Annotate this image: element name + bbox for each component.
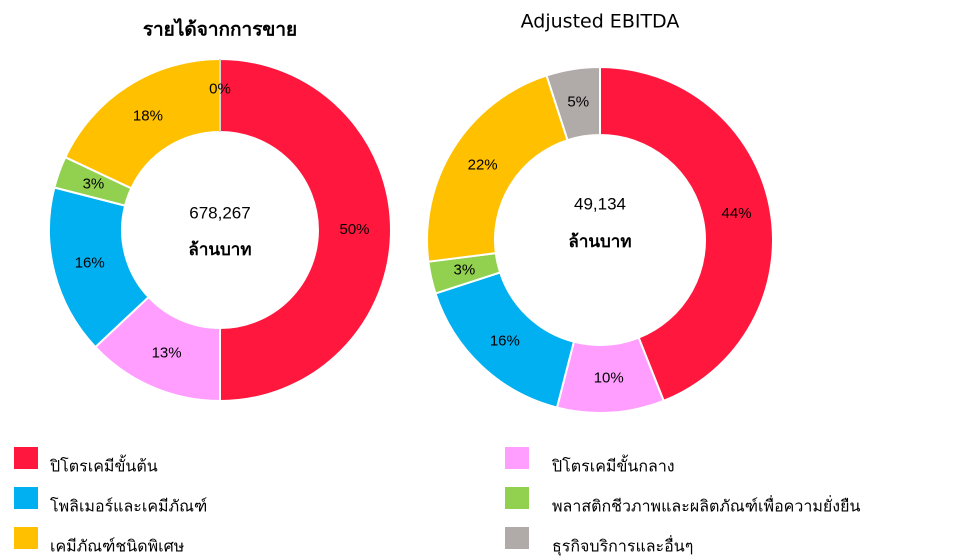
donut-segment — [599, 65, 774, 403]
legend-swatch — [505, 527, 529, 549]
chart-title: Adjusted EBITDA — [521, 11, 680, 33]
legend-label: ปิโตรเคมีขั้นกลาง — [552, 455, 675, 476]
legend-label: พลาสติกชีวภาพและผลิตภัณฑ์เพื่อความยั่งยื… — [552, 495, 860, 516]
center-value: 49,134 — [574, 194, 626, 213]
segment-label: 3% — [83, 175, 105, 192]
legend-swatch — [505, 447, 529, 469]
segment-label: 44% — [722, 205, 752, 222]
segment-label: 5% — [567, 94, 589, 111]
segment-label: 13% — [152, 344, 182, 361]
legend-label: ธุรกิจบริการและอื่นๆ — [552, 535, 693, 557]
center-unit: ล้านบาท — [188, 240, 251, 260]
legend-label: ปิโตรเคมีขั้นต้น — [50, 455, 158, 476]
segment-label: 3% — [454, 261, 476, 278]
legend-swatch — [505, 487, 529, 509]
legend-label: โพลิเมอร์และเคมีภัณฑ์ — [50, 497, 207, 516]
segment-label: 10% — [594, 370, 624, 387]
legend-swatch — [14, 447, 38, 469]
center-unit: ล้านบาท — [568, 232, 631, 252]
segment-label: 16% — [490, 332, 520, 349]
segment-label: 50% — [339, 221, 369, 238]
center-value: 678,267 — [189, 203, 250, 222]
legend-swatch — [14, 527, 38, 549]
chart-title: รายได้จากการขาย — [143, 18, 297, 41]
legend-label: เคมีภัณฑ์ชนิดพิเศษ — [50, 537, 184, 556]
donut-segment — [426, 74, 569, 263]
segment-label: 22% — [468, 156, 498, 173]
segment-label: 16% — [75, 254, 105, 271]
segment-label: 0% — [209, 80, 231, 97]
legend-swatch — [14, 487, 38, 509]
segment-label: 18% — [133, 107, 163, 124]
donut-segment — [219, 57, 392, 403]
donut-segment — [545, 65, 601, 142]
